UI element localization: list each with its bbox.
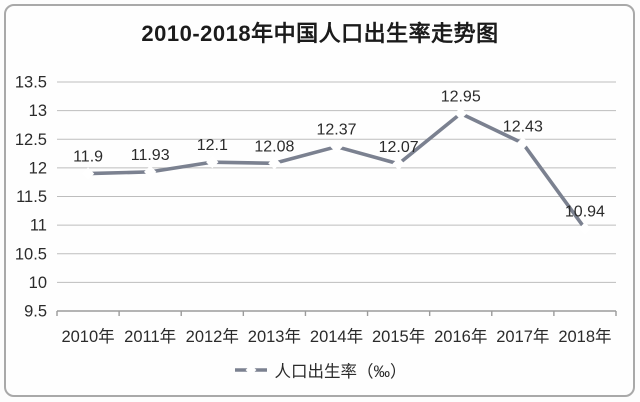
data-point-label: 12.08 xyxy=(254,138,294,155)
x-axis-tick-label: 2016年 xyxy=(434,327,487,346)
y-axis-tick-label: 9.5 xyxy=(24,303,47,321)
legend-series-label: 人口出生率（‰） xyxy=(274,363,407,381)
legend-line-diamond-icon xyxy=(234,363,268,377)
data-point-marker xyxy=(454,107,467,120)
x-axis-tick-label: 2010年 xyxy=(61,327,114,346)
data-point-label: 12.95 xyxy=(441,88,481,105)
data-point-marker xyxy=(516,137,530,150)
y-axis-tick-label: 10.5 xyxy=(15,245,47,263)
x-axis-tick-label: 2018年 xyxy=(558,327,611,346)
data-point-marker xyxy=(206,155,219,169)
x-axis-tick-label: 2013年 xyxy=(248,327,301,346)
data-point-label: 11.9 xyxy=(73,149,103,166)
data-point-marker xyxy=(330,140,343,153)
data-point-marker xyxy=(143,165,157,179)
y-axis-tick-label: 12 xyxy=(29,159,47,177)
y-axis-tick-label: 11 xyxy=(30,217,47,235)
data-point-marker xyxy=(81,167,95,180)
data-point-label: 12.1 xyxy=(197,137,228,154)
y-axis-tick-label: 10 xyxy=(29,274,47,292)
data-point-marker xyxy=(392,157,405,171)
data-point-marker xyxy=(268,157,281,170)
legend-diamond xyxy=(245,364,256,376)
x-axis-tick-label: 2011年 xyxy=(124,327,176,346)
data-point-marker xyxy=(578,222,592,235)
data-point-label: 12.07 xyxy=(379,139,419,156)
x-axis-tick-label: 2015年 xyxy=(372,327,425,346)
y-axis-tick-label: 13 xyxy=(29,102,47,120)
chart-title: 2010-2018年中国人口出生率走势图 xyxy=(141,21,499,46)
x-axis-tick-label: 2014年 xyxy=(310,327,363,346)
y-axis-tick-label: 12.5 xyxy=(15,131,47,149)
chart-card xyxy=(4,4,635,397)
x-axis-tick-label: 2012年 xyxy=(186,327,239,346)
y-axis-tick-label: 11.5 xyxy=(16,188,47,206)
y-axis-tick-label: 13.5 xyxy=(15,74,47,92)
x-axis-tick-label: 2017年 xyxy=(496,327,549,346)
data-point-label: 10.94 xyxy=(565,204,605,221)
data-point-label: 12.43 xyxy=(503,118,543,135)
data-point-label: 11.93 xyxy=(131,147,170,164)
data-point-label: 12.37 xyxy=(316,122,356,139)
legend: 人口出生率（‰） xyxy=(0,358,640,382)
